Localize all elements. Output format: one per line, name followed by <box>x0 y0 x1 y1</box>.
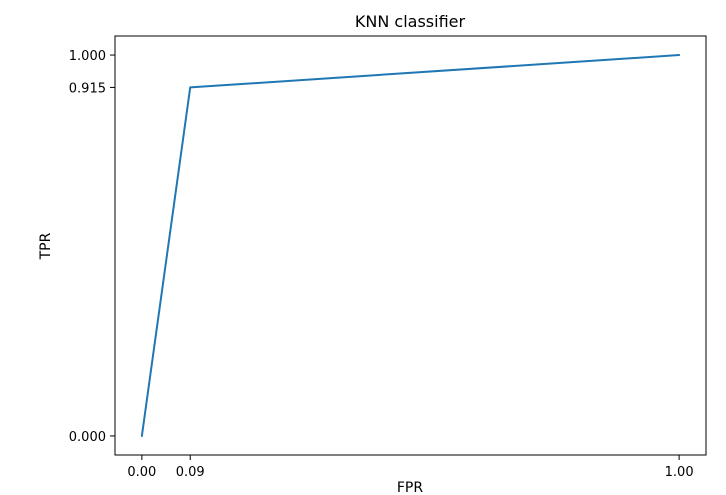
x-axis-label: FPR <box>397 480 423 495</box>
y-axis-label: TPR <box>38 232 54 260</box>
x-tick-label: 0.09 <box>176 465 205 480</box>
chart-title: KNN classifier <box>355 12 466 31</box>
y-tick-label: 1.000 <box>69 49 106 64</box>
x-axis-ticks: 0.00 0.09 1.00 <box>127 455 694 480</box>
x-tick-label: 1.00 <box>665 465 694 480</box>
y-tick-label: 0.000 <box>69 430 106 445</box>
series-layer <box>140 54 681 437</box>
plot-area <box>114 35 707 456</box>
y-tick-label: 0.915 <box>69 81 106 96</box>
x-tick-label: 0.00 <box>127 465 156 480</box>
y-axis-ticks: 0.000 0.915 1.000 <box>69 49 115 445</box>
roc-curve-line <box>140 54 681 437</box>
